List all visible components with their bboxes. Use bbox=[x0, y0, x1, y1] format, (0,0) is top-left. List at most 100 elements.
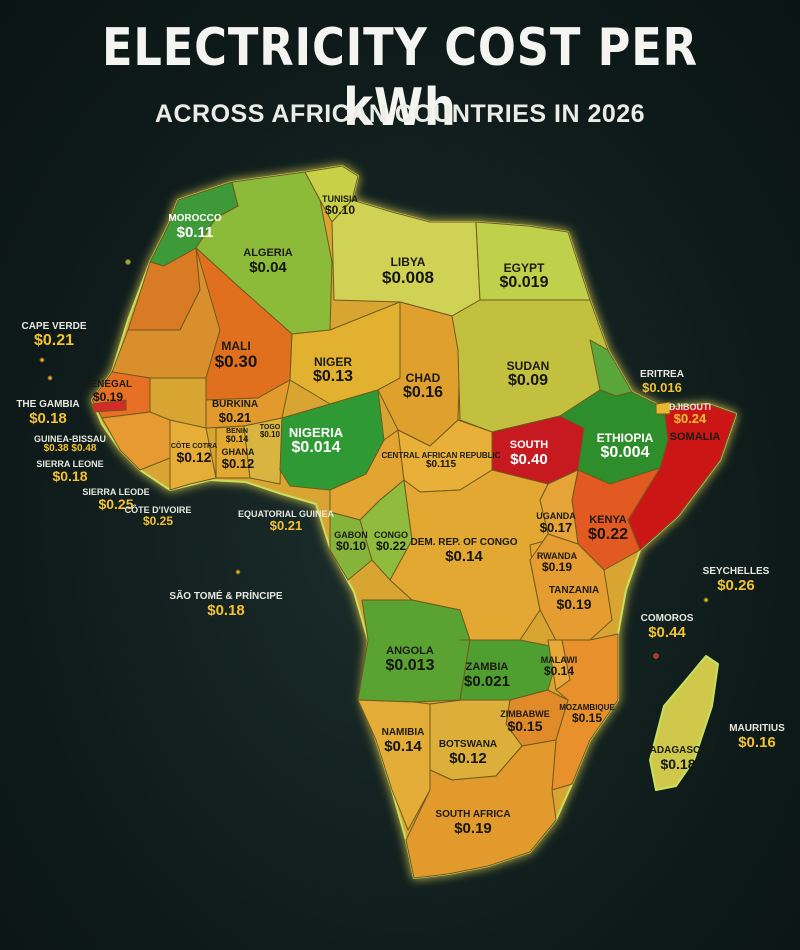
label-egypt: EGYPT $0.019 bbox=[500, 262, 549, 291]
country-name: LIBYA bbox=[390, 255, 426, 269]
label-zimbabwe: ZIMBABWE $0.15 bbox=[500, 709, 550, 734]
label-cape-verde: CAPE VERDE $0.21 bbox=[21, 321, 87, 349]
label-chad: CHAD $0.16 bbox=[403, 372, 443, 401]
country-price: $0.12 bbox=[221, 456, 255, 472]
country-price: $0.18 bbox=[660, 755, 696, 772]
country-price: $0.12 bbox=[449, 749, 487, 767]
label-mozambique: MOZAMBIQUE $0.15 bbox=[559, 703, 615, 726]
country-price: $0.004 bbox=[600, 443, 650, 461]
country-price: $0.021 bbox=[464, 672, 510, 690]
country-price: $0.10 bbox=[324, 203, 356, 218]
region-djibouti bbox=[655, 401, 671, 415]
country-name: MALI bbox=[221, 339, 251, 353]
country-name: CONGO bbox=[373, 530, 409, 540]
country-name: ALGERIA bbox=[243, 247, 293, 259]
country-price: $0.18 bbox=[52, 468, 88, 485]
region-namibia bbox=[357, 699, 431, 831]
country-price: $0.09 bbox=[507, 371, 549, 389]
country-name: MAURITIUS bbox=[729, 723, 785, 734]
island-sao-tome bbox=[235, 569, 241, 575]
country-price: $0.14 bbox=[445, 547, 483, 565]
label-cote-divoire: CÔTE D'IVOIRE $0.25 bbox=[125, 505, 192, 529]
label-drc: DEM. REP. OF CONGO $0.14 bbox=[410, 537, 517, 565]
country-name: RWANDA bbox=[536, 551, 578, 561]
country-name: SIERRA LEODE bbox=[82, 487, 150, 497]
label-equatorial-guinea: EQUATORIAL GUINEA $0.21 bbox=[237, 509, 335, 534]
country-name: EGYPT bbox=[503, 261, 545, 275]
label-the-gambia: THE GAMBIA $0.18 bbox=[16, 399, 80, 426]
label-algeria: ALGERIA $0.04 bbox=[243, 247, 293, 276]
country-price: $0.16 bbox=[402, 383, 444, 401]
page-title: ELECTRICITY COST PER kWh bbox=[101, 18, 698, 138]
label-togo: TOGO $0.10 bbox=[260, 424, 280, 440]
country-price: $0.24 bbox=[673, 411, 707, 427]
country-price: $0.25 bbox=[142, 514, 174, 529]
country-price: $0.13 bbox=[312, 367, 354, 385]
country-name: MOROCCO bbox=[168, 213, 222, 224]
label-nigeria: NIGERIA $0.014 bbox=[289, 426, 343, 456]
label-eritrea: ERITREA $0.016 bbox=[640, 369, 684, 394]
country-price: $0.11 bbox=[176, 223, 214, 241]
label-congo: CONGO $0.22 bbox=[373, 530, 409, 553]
country-name: GABON bbox=[334, 530, 368, 540]
label-guinea-bissau: GUINEA-BISSAU $0.38 $0.48 bbox=[33, 434, 107, 455]
country-name: ERITREA bbox=[640, 369, 684, 380]
country-price: $0.013 bbox=[385, 656, 435, 674]
region-egypt bbox=[475, 221, 591, 301]
country-price: $0.14 bbox=[225, 434, 249, 445]
label-libya: LIBYA $0.008 bbox=[382, 256, 434, 286]
country-name: GUINEA-BISSAU bbox=[33, 434, 107, 444]
country-name: SOMALIA bbox=[669, 431, 721, 443]
label-tunisia: TUNISIA $0.10 bbox=[322, 194, 358, 218]
country-name: SENEGAL bbox=[83, 379, 133, 390]
country-name: CENTRAL AFRICAN REPUBLIC bbox=[381, 451, 501, 460]
country-price: $0.40 bbox=[510, 450, 548, 468]
country-price: $0.18 bbox=[207, 601, 245, 619]
label-zambia: ZAMBIA $0.021 bbox=[464, 661, 510, 690]
country-price: $0.17 bbox=[539, 520, 573, 536]
country-name: NAMIBIA bbox=[381, 727, 425, 738]
region-gabon bbox=[329, 511, 373, 581]
label-seychelles: SEYCHELLES $0.26 bbox=[703, 566, 770, 593]
country-price: $0.16 bbox=[738, 733, 776, 751]
region-guinea bbox=[101, 411, 171, 471]
country-name: KENYA bbox=[589, 514, 627, 526]
label-south-africa: SOUTH AFRICA $0.19 bbox=[435, 809, 510, 836]
label-somalia: SOMALIA bbox=[669, 431, 721, 444]
country-price: $0.25 bbox=[98, 496, 134, 513]
region-south-africa bbox=[405, 739, 557, 879]
island-canary bbox=[125, 259, 131, 265]
country-name: TOGO bbox=[259, 424, 281, 431]
label-madagascar: MADAGASCAR $0.18 bbox=[641, 745, 715, 772]
label-sierra-leone: SIERRA LEONE $0.18 bbox=[36, 459, 104, 485]
country-price: $0.12 bbox=[176, 449, 212, 466]
country-name: CAPE VERDE bbox=[21, 321, 87, 332]
label-sao-tome: SÃO TOMÉ & PRÍNCIPE $0.18 bbox=[169, 591, 283, 619]
label-comoros: COMOROS $0.44 bbox=[641, 613, 694, 640]
label-botswana: BOTSWANA $0.12 bbox=[438, 739, 498, 767]
label-morocco: MOROCCO $0.11 bbox=[168, 213, 222, 241]
country-price: $0.21 bbox=[269, 518, 303, 534]
country-name: SIERRA LEONE bbox=[36, 459, 104, 469]
country-price: $0.04 bbox=[249, 258, 287, 276]
label-senegal: SENEGAL $0.19 bbox=[83, 379, 133, 403]
label-ghana: GHANA $0.12 bbox=[221, 447, 255, 472]
country-name: TUNISIA bbox=[322, 194, 358, 204]
label-mauritius: MAURITIUS $0.16 bbox=[729, 723, 785, 751]
country-name: THE GAMBIA bbox=[16, 399, 80, 410]
island-comoros bbox=[653, 653, 659, 659]
country-price: $0.19 bbox=[556, 595, 592, 612]
label-car: CENTRAL AFRICAN REPUBLIC $0.115 bbox=[381, 451, 501, 471]
label-mali: MALI $0.30 bbox=[215, 340, 258, 370]
country-price: $0.115 bbox=[425, 459, 457, 471]
label-angola: ANGOLA $0.013 bbox=[385, 645, 435, 674]
country-price: $0.10 bbox=[335, 539, 367, 554]
country-price: $0.15 bbox=[571, 711, 603, 726]
country-name: MOZAMBIQUE bbox=[559, 703, 615, 712]
country-name: EQUATORIAL GUINEA bbox=[237, 509, 335, 519]
island-cape-verde-2 bbox=[47, 375, 53, 381]
country-name: BOTSWANA bbox=[438, 739, 498, 750]
country-name: MADAGASCAR bbox=[641, 745, 715, 756]
country-name: SÃO TOMÉ & PRÍNCIPE bbox=[169, 591, 283, 602]
island-seychelles bbox=[703, 597, 709, 603]
